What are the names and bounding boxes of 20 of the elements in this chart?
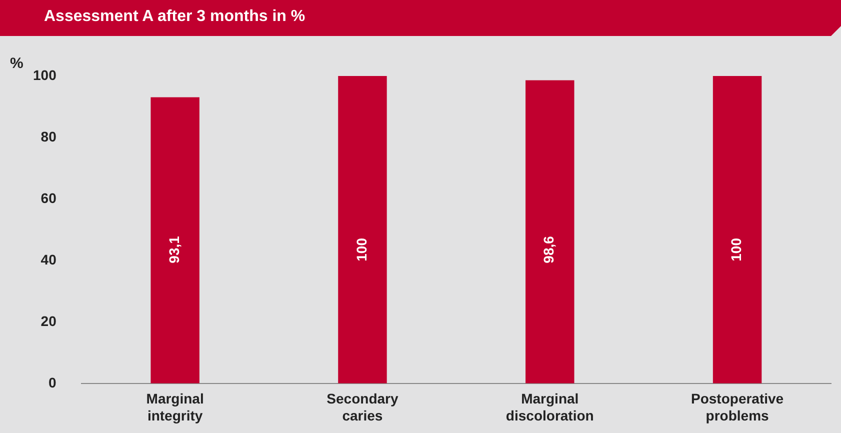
y-tick-label: 20 [40, 312, 57, 329]
y-tick-label: 80 [40, 128, 57, 144]
bar [150, 97, 200, 384]
y-tick-label: 0 [48, 374, 57, 390]
bar [526, 80, 574, 384]
bar [338, 76, 387, 384]
y-tick-label: 40 [40, 251, 57, 268]
x-tick-label: Marginal integrity [146, 390, 204, 424]
data-label: 100 [728, 238, 744, 262]
chart-title: Assessment A after 3 months in % [44, 8, 306, 26]
x-tick-label: Secondary caries [326, 390, 398, 424]
data-label: 100 [353, 238, 370, 262]
x-tick-label: Marginal discoloration [506, 390, 594, 424]
bar [712, 76, 762, 384]
data-label: 93,1 [166, 236, 182, 264]
y-tick-label: 100 [33, 66, 57, 83]
y-tick-label: 60 [40, 190, 57, 206]
x-tick-label: Postoperative problems [691, 390, 784, 424]
y-axis-title: % [10, 55, 24, 72]
data-label: 98,6 [540, 236, 557, 264]
